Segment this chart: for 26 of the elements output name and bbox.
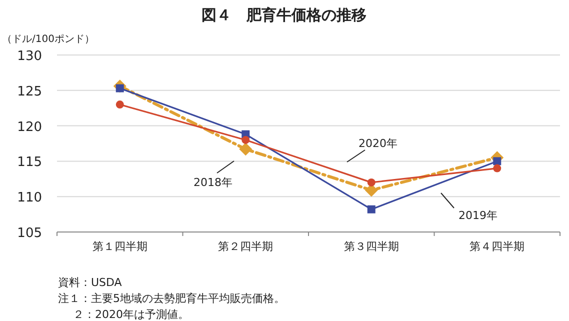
annotation: ２：2020年は予測値。 — [73, 308, 189, 321]
point — [116, 100, 124, 109]
x-tick-label: 第４四半期 — [470, 240, 525, 253]
point — [239, 142, 252, 156]
y-tick-label: 120 — [17, 120, 42, 135]
title: 図４ 肥育牛価格の推移 — [202, 6, 366, 24]
point — [367, 205, 376, 214]
y-tick-label: 105 — [17, 226, 42, 241]
point — [493, 164, 502, 172]
y-tick-label: 130 — [17, 49, 42, 64]
series-label: 2019年 — [458, 209, 498, 222]
y-tick-label: 125 — [17, 84, 42, 100]
annotation: 注１：主要5地域の去勢肥育牛平均販売価格。 — [58, 292, 285, 305]
annotation: 資料：USDA — [58, 276, 122, 289]
series-label: 2018年 — [194, 176, 232, 189]
point — [242, 136, 250, 144]
point — [367, 178, 376, 186]
x-tick-label: 第３四半期 — [344, 240, 399, 253]
point — [364, 184, 378, 197]
x-tick-label: 第２四半期 — [218, 240, 274, 253]
y-tick-label: 115 — [17, 155, 42, 170]
series-label: 2020年 — [358, 137, 398, 150]
point — [493, 157, 502, 166]
ylabel: （ドル/100ポンド） — [2, 34, 94, 45]
y-tick-label: 110 — [17, 190, 42, 206]
x-tick-label: 第１四半期 — [92, 240, 148, 253]
